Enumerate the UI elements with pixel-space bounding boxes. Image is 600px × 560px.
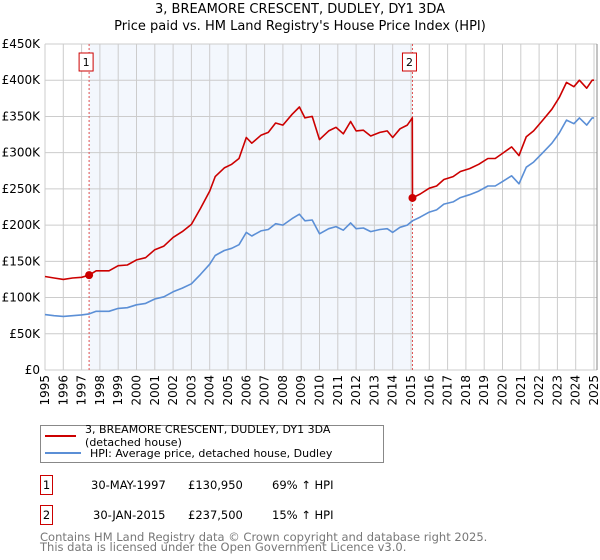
x-tick-label: 2010 — [313, 375, 327, 406]
y-tick-label: £100K — [2, 291, 42, 305]
series-line — [44, 117, 594, 318]
x-tick-label: 2011 — [331, 375, 345, 406]
x-tick-label: 2009 — [294, 375, 308, 406]
transaction-price: £237,500 — [188, 508, 243, 522]
y-tick-label: £400K — [2, 73, 42, 87]
x-tick-label: 2003 — [184, 375, 198, 406]
legend-label: 3, BREAMORE CRESCENT, DUDLEY, DY1 3DA (d… — [85, 423, 331, 449]
y-tick-label: £350K — [2, 109, 42, 123]
legend: 3, BREAMORE CRESCENT, DUDLEY, DY1 3DA (d… — [40, 423, 384, 463]
transaction-hpi: 15% ↑ HPI — [272, 508, 334, 522]
x-tick-label: 2014 — [386, 375, 400, 406]
x-tick-label: 2008 — [276, 375, 290, 406]
y-tick-label: £200K — [2, 218, 42, 232]
marker-label: 1 — [83, 56, 90, 69]
x-tick-label: 2012 — [349, 375, 363, 406]
sale-period-shading — [89, 44, 413, 370]
sale-point — [85, 271, 94, 280]
x-tick-label: 1996 — [56, 375, 70, 406]
marker-box — [401, 52, 417, 72]
x-tick-label: 2020 — [496, 375, 510, 406]
transaction-hpi: 69% ↑ HPI — [272, 478, 334, 492]
x-tick-label: 2022 — [532, 375, 546, 406]
y-tick-label: £50K — [9, 327, 41, 341]
x-tick-label: 2021 — [514, 375, 528, 406]
legend-label: HPI: Average price, detached house, Dudl… — [90, 446, 333, 460]
marker-badge: 2 — [40, 505, 53, 525]
y-tick-label: £250K — [2, 182, 42, 196]
y-tick-label: £0 — [25, 363, 40, 377]
x-tick-label: 2023 — [550, 375, 564, 406]
x-tick-label: 2019 — [477, 375, 491, 406]
footer-licence: This data is licensed under the Open Gov… — [40, 540, 407, 554]
x-tick-label: 2005 — [221, 375, 235, 406]
footer-copyright: Contains HM Land Registry data © Crown c… — [40, 530, 488, 544]
x-tick-label: 1997 — [75, 375, 89, 406]
marker-box — [78, 52, 94, 72]
x-tick-label: 2018 — [459, 375, 473, 406]
transaction-date: 30-MAY-1997 — [91, 478, 166, 492]
x-tick-label: 2013 — [367, 375, 381, 406]
legend-item-property: 3, BREAMORE CRESCENT, DUDLEY, DY1 3DA (d… — [45, 423, 383, 449]
x-tick-label: 2025 — [587, 375, 600, 406]
marker-label: 2 — [406, 56, 413, 69]
x-tick-label: 2004 — [203, 375, 217, 406]
x-tick-label: 2024 — [569, 375, 583, 406]
y-tick-label: £300K — [2, 146, 42, 160]
x-tick-label: 2017 — [441, 375, 455, 406]
sale-point — [408, 193, 417, 202]
legend-item-hpi: HPI: Average price, detached house, Dudl… — [45, 445, 332, 461]
price-chart: £0 £50K £100K £150K £200K £250K £300K £350K £400… — [2, 37, 600, 406]
y-tick-label: £450K — [2, 37, 42, 51]
x-tick-label: 2007 — [258, 375, 272, 406]
x-tick-label: 2000 — [130, 375, 144, 406]
marker-badge: 1 — [40, 475, 53, 495]
transaction-date: 30-JAN-2015 — [93, 508, 166, 522]
chart-subtitle: Price paid vs. HM Land Registry's House … — [114, 19, 486, 34]
transaction-price: £130,950 — [188, 478, 243, 492]
x-tick-label: 1998 — [93, 375, 107, 406]
x-tick-label: 2001 — [148, 375, 162, 406]
x-tick-label: 1999 — [111, 375, 125, 406]
x-tick-label: 1995 — [38, 375, 52, 406]
x-tick-label: 2006 — [239, 375, 253, 406]
x-tick-label: 2016 — [422, 375, 436, 406]
x-tick-label: 2002 — [166, 375, 180, 406]
y-tick-label: £150K — [2, 254, 42, 268]
x-tick-label: 2015 — [404, 375, 418, 406]
chart-title: 3, BREAMORE CRESCENT, DUDLEY, DY1 3DA — [154, 2, 445, 17]
series-line — [44, 79, 594, 281]
